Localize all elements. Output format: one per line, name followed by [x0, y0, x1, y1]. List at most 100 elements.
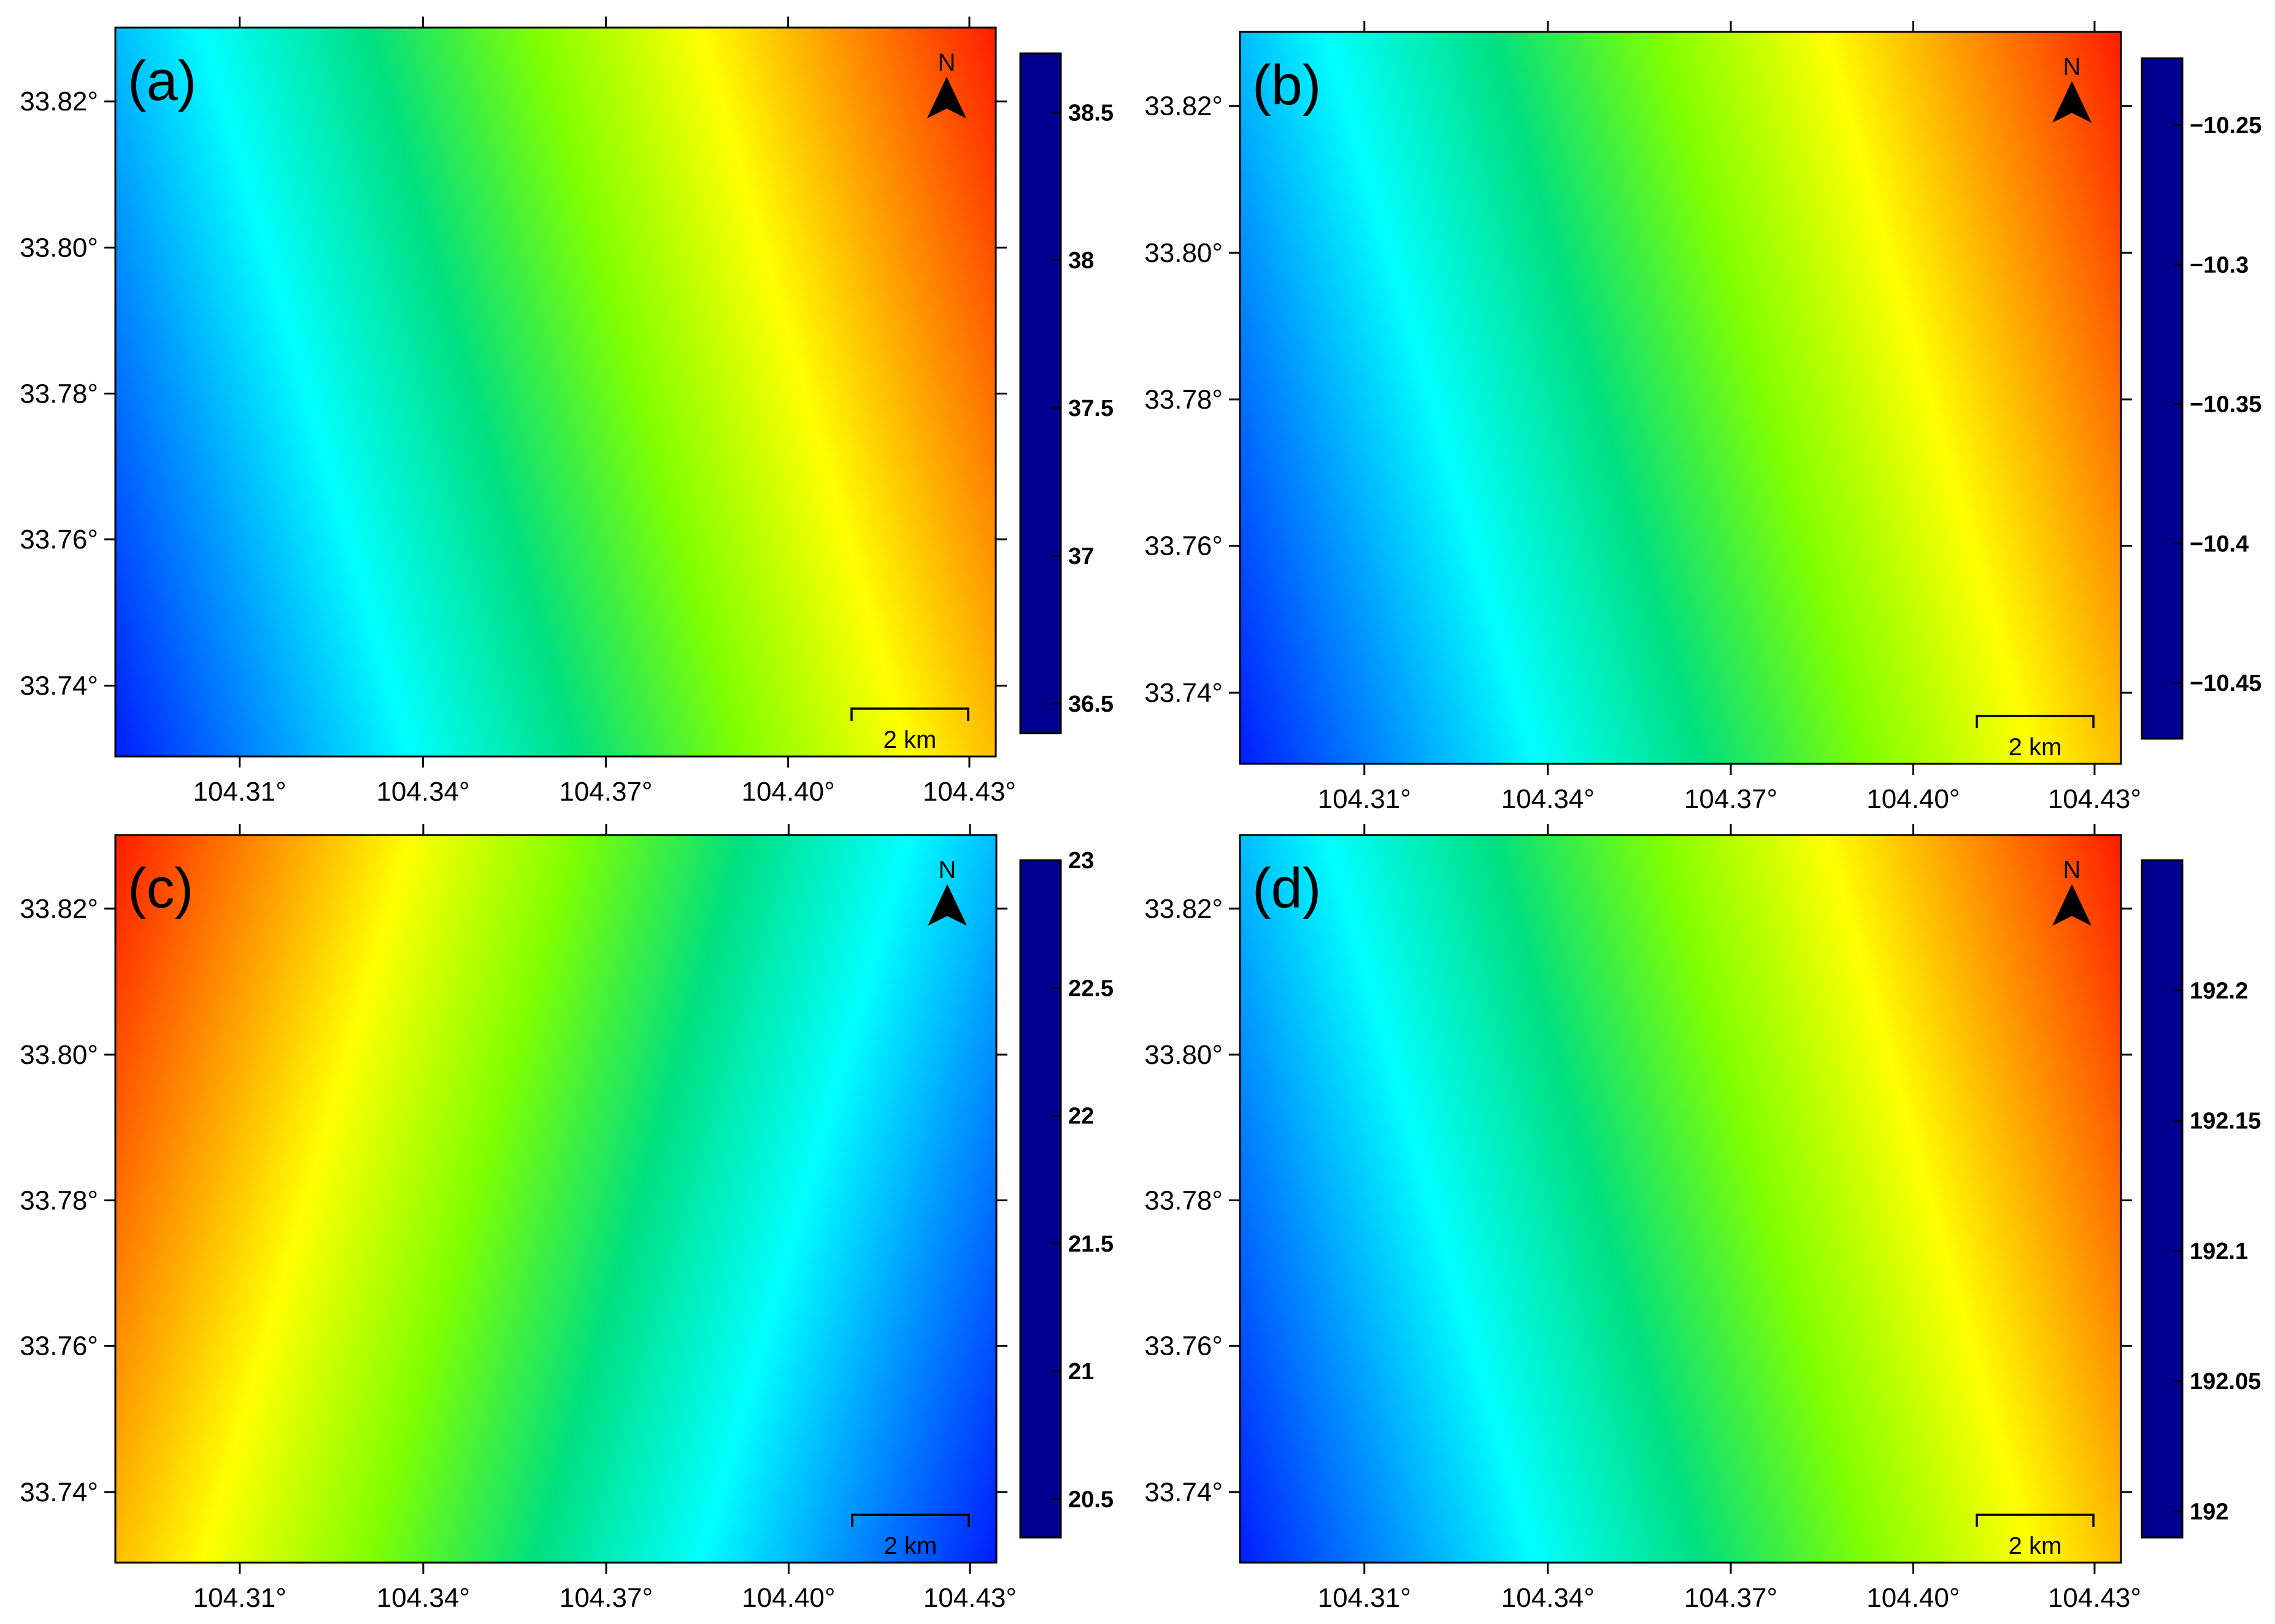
y-tick-label: 33.82°: [20, 894, 98, 924]
x-tick-label: 104.37°: [559, 777, 652, 807]
colorbar-tick-label: 37: [1068, 544, 1094, 569]
colorbar: 38.5 38 37.5 37 36.5: [1019, 52, 1114, 734]
north-letter: N: [2063, 53, 2081, 80]
y-tick-label: 33.76°: [20, 1331, 98, 1361]
x-tick-label: 104.37°: [1684, 784, 1777, 814]
panel-label: (c): [128, 857, 193, 920]
x-tick-label: 104.37°: [560, 1583, 653, 1613]
north-arrow-icon: [928, 884, 967, 926]
colorbar-tick-label: −10.25: [2190, 113, 2262, 139]
colorbar-tick-label: 192.2: [2190, 978, 2248, 1004]
north-arrow-icon: [2052, 884, 2092, 926]
contour-field: [1240, 835, 2121, 1563]
colorbar-tick-label: 38.5: [1068, 100, 1114, 126]
y-tick-label: 33.78°: [20, 379, 98, 409]
x-tick-label: 104.31°: [1318, 1583, 1411, 1613]
y-tick-label: 33.80°: [1144, 1040, 1223, 1070]
y-tick-label: 33.80°: [20, 1040, 98, 1070]
colorbar-ramp: [1019, 52, 1062, 734]
map-panel-d: 104.31° 104.34° 104.37° 104.40° 104.43° 33.82…: [1144, 824, 2261, 1613]
colorbar-tick-label: 22.5: [1068, 976, 1114, 1001]
colorbar-tick-label: 192.05: [2190, 1369, 2261, 1395]
x-tick-label: 104.34°: [1501, 1583, 1595, 1613]
y-tick-label: 33.74°: [20, 671, 98, 701]
y-tick-label: 33.78°: [1144, 385, 1223, 415]
y-tick-label: 33.76°: [1144, 1331, 1223, 1361]
contour-field: [115, 835, 996, 1563]
colorbar-tick-label: 192.1: [2190, 1239, 2248, 1264]
panel-label: (d): [1252, 857, 1321, 920]
colorbar-tick-label: 38: [1068, 248, 1094, 274]
x-tick-label: 104.37°: [1684, 1583, 1777, 1613]
colorbar-tick-label: 20.5: [1068, 1487, 1114, 1513]
scale-bar: [1976, 1514, 2095, 1527]
panel-label: (b): [1252, 54, 1321, 117]
y-tick-label: 33.76°: [20, 525, 98, 555]
north-letter: N: [938, 49, 956, 76]
colorbar: 192.2 192.15 192.1 192.05 192: [2141, 859, 2261, 1539]
y-tick-label: 33.78°: [20, 1185, 98, 1215]
x-tick-label: 104.43°: [923, 777, 1016, 807]
colorbar-tick-label: 22: [1068, 1104, 1094, 1129]
colorbar-tick-label: 192.15: [2190, 1109, 2261, 1134]
colorbar: 23 22.5 22 21.5 21 20.5: [1019, 848, 1114, 1539]
map-frame: [114, 26, 997, 758]
x-tick-label: 104.34°: [376, 777, 469, 807]
colorbar-ramp: [1019, 859, 1062, 1539]
colorbar-tick-label: 21: [1068, 1359, 1094, 1385]
scale-bar-label: 2 km: [2009, 734, 2062, 761]
y-tick-label: 33.82°: [1144, 894, 1223, 924]
x-tick-label: 104.43°: [2048, 784, 2141, 814]
scale-bar-label: 2 km: [884, 1533, 937, 1560]
x-tick-label: 104.43°: [923, 1583, 1017, 1613]
map-frame: [1239, 834, 2122, 1564]
scale-bar: [850, 707, 969, 721]
north-arrow-icon: [927, 77, 966, 118]
contour-field: [115, 28, 996, 756]
x-tick-label: 104.31°: [1318, 784, 1411, 814]
x-tick-label: 104.40°: [742, 777, 835, 807]
north-letter: N: [939, 856, 957, 883]
y-tick-label: 33.80°: [1144, 238, 1223, 268]
colorbar-tick-label: 23: [1068, 848, 1094, 874]
colorbar-tick-label: 36.5: [1068, 691, 1114, 717]
contour-field: [1240, 32, 2121, 764]
panel-label: (a): [128, 50, 196, 112]
y-tick-label: 33.82°: [20, 87, 98, 117]
map-panel-c: 104.31° 104.34° 104.37° 104.40° 104.43° 33.82…: [20, 824, 1114, 1613]
colorbar: −10.25 −10.3 −10.35 −10.4 −10.45: [2141, 57, 2262, 740]
x-tick-label: 104.40°: [1866, 1583, 1960, 1613]
x-tick-label: 104.34°: [1501, 784, 1595, 814]
y-tick-label: 33.74°: [1144, 678, 1223, 708]
north-arrow-icon: [2052, 81, 2092, 123]
x-tick-label: 104.40°: [742, 1583, 835, 1613]
colorbar-tick-label: 21.5: [1068, 1231, 1114, 1257]
x-tick-label: 104.40°: [1866, 784, 1960, 814]
y-tick-label: 33.82°: [1144, 91, 1223, 121]
x-tick-label: 104.31°: [193, 777, 287, 807]
colorbar-ramp: [2141, 859, 2184, 1539]
y-tick-label: 33.76°: [1144, 531, 1223, 561]
colorbar-tick-label: −10.4: [2190, 531, 2249, 557]
x-tick-label: 104.34°: [377, 1583, 470, 1613]
colorbar-tick-label: −10.35: [2190, 392, 2262, 418]
map-frame: [114, 834, 998, 1564]
y-tick-label: 33.80°: [20, 233, 98, 263]
scale-bar-label: 2 km: [2009, 1533, 2062, 1560]
colorbar-tick-label: 37.5: [1068, 396, 1114, 421]
map-panel-b: 104.31° 104.34° 104.37° 104.40° 104.43° 33.82…: [1144, 21, 2262, 814]
x-tick-label: 104.43°: [2048, 1583, 2141, 1613]
scale-bar: [1976, 715, 2095, 728]
y-tick-label: 33.78°: [1144, 1185, 1223, 1215]
x-tick-label: 104.31°: [193, 1583, 287, 1613]
map-frame: [1239, 31, 2122, 765]
y-tick-label: 33.74°: [20, 1477, 98, 1507]
colorbar-ramp: [2141, 57, 2184, 740]
map-panel-a: 104.31° 104.34° 104.37° 104.40° 104.43° 33.82…: [20, 17, 1114, 807]
scale-bar-label: 2 km: [883, 726, 937, 753]
colorbar-tick-label: −10.45: [2190, 671, 2262, 696]
colorbar-tick-label: 192: [2190, 1499, 2228, 1525]
scale-bar: [851, 1514, 970, 1527]
